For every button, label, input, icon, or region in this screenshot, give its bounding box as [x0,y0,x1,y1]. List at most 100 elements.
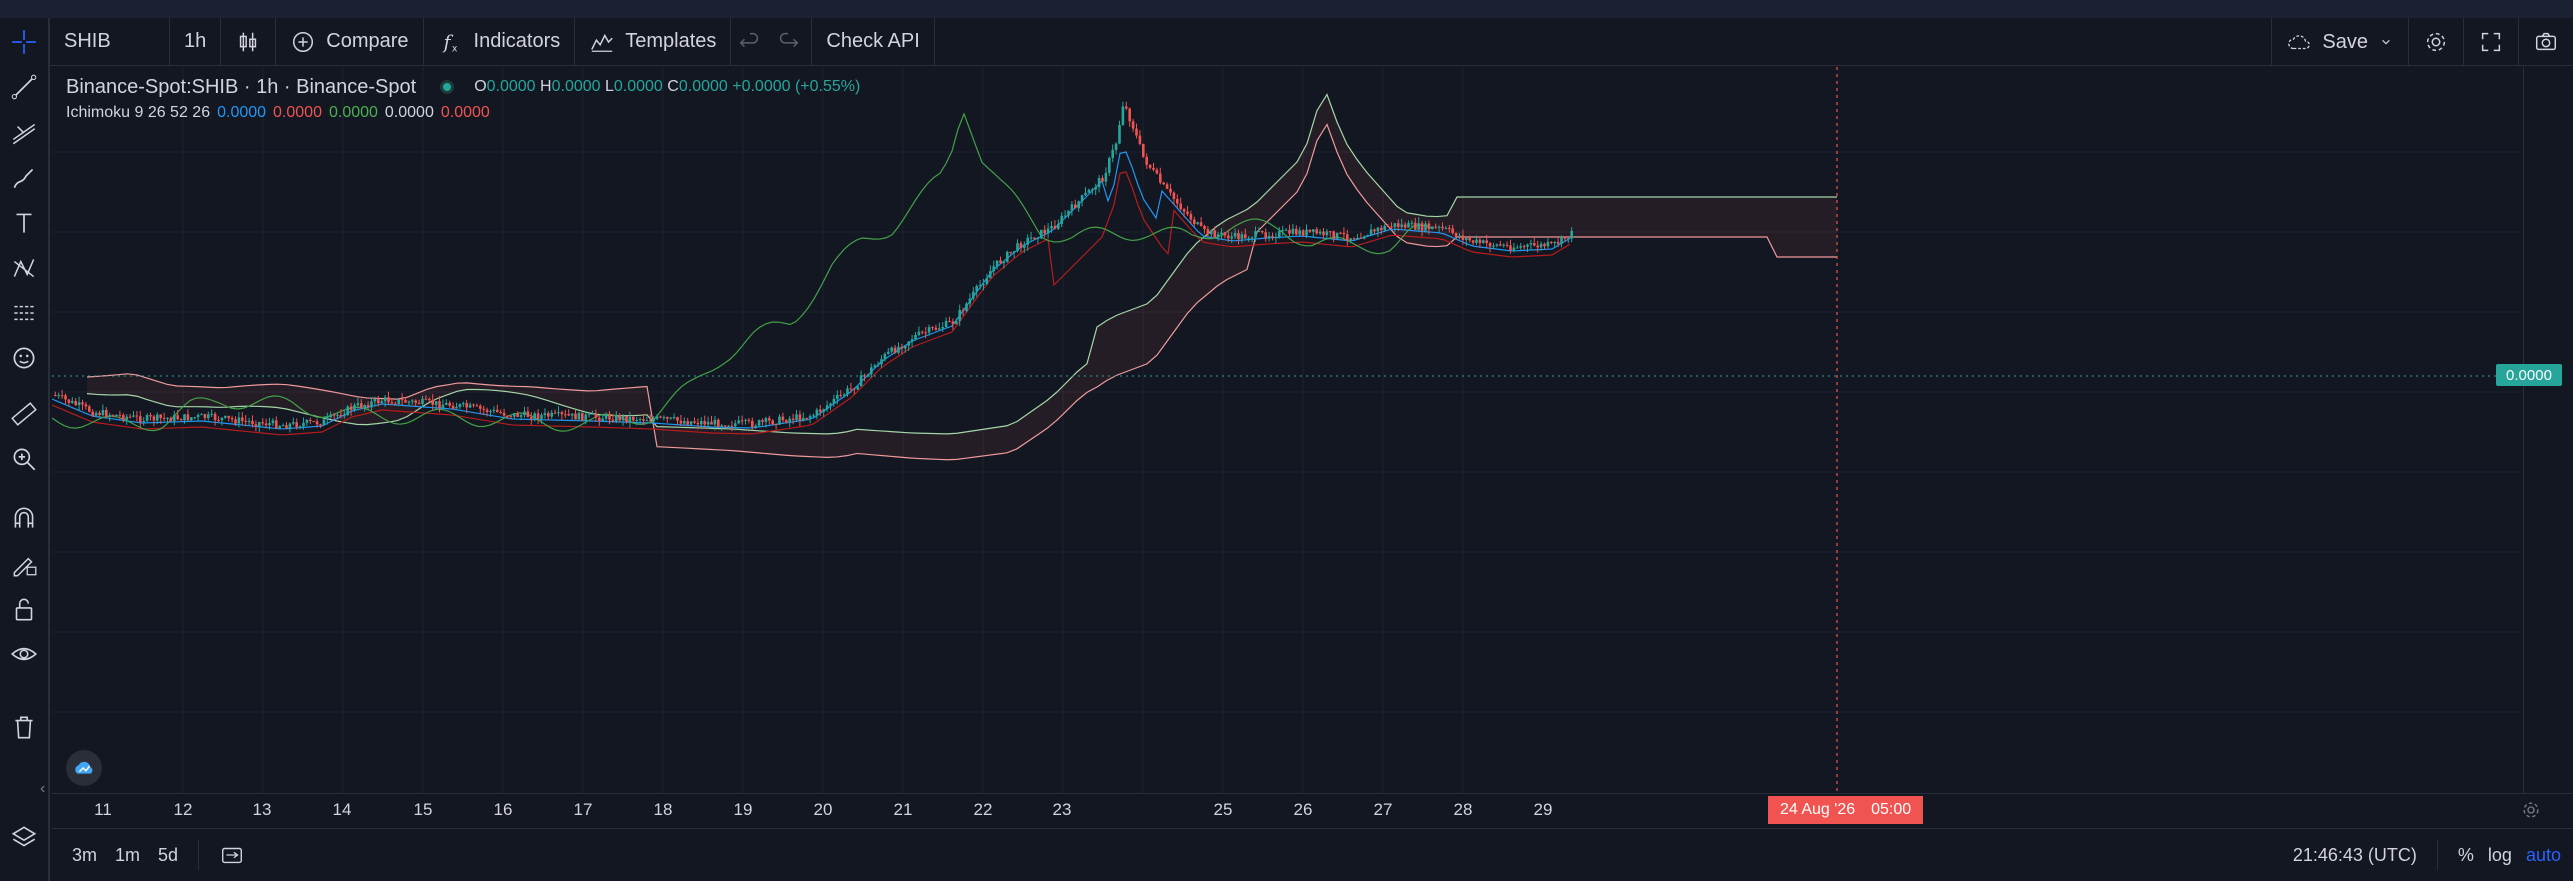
ruler-tool[interactable] [5,395,43,433]
candle-body [183,414,186,421]
candle-body [965,303,968,312]
candle-body [1563,236,1567,239]
price-chart[interactable] [52,67,2522,793]
collapse-panel-arrow[interactable]: ‹ [40,780,46,797]
candle-body [105,409,108,417]
goto-date-button[interactable] [219,842,245,868]
candle-body [832,398,836,404]
candle-body [1278,230,1281,238]
candle-body [356,403,360,405]
undo-button[interactable] [731,18,769,66]
candle-body [1142,143,1145,157]
lock-drawing-tool[interactable] [5,545,43,583]
interval-button[interactable]: 1h [170,17,222,66]
candle-body [723,425,727,427]
candle-body [88,406,91,412]
object-tree-tool[interactable] [5,818,43,856]
log-toggle[interactable]: log [2487,844,2512,865]
compare-button[interactable]: Compare [276,17,424,66]
redo-button[interactable] [769,17,813,66]
candle-body [645,420,649,422]
candle-body [1002,261,1006,264]
clock[interactable]: 21:46:43 (UTC) [2292,844,2417,865]
magnet-tool[interactable] [5,500,43,538]
time-axis[interactable]: 11 12 13 14 15 16 17 18 19 20 21 22 23 25 26 27 28 29 24 … [52,793,2573,827]
check-api-button[interactable]: Check API [812,17,935,66]
candle-body [1376,227,1380,232]
crosshair-tool[interactable] [5,23,43,61]
candle-body [771,420,774,425]
screenshot-button[interactable] [2518,18,2573,66]
candle-body [849,388,853,390]
templates-button[interactable]: Templates [575,17,732,66]
candle-body [1407,223,1410,228]
fullscreen-button[interactable] [2463,18,2518,66]
candle-body [550,412,553,417]
pattern-tool[interactable] [5,249,43,287]
symbol-search[interactable]: SHIB [50,17,170,66]
candle-body [999,260,1002,264]
candle-body [468,404,472,408]
candle-body [509,415,513,417]
candle-body [421,398,424,404]
price-axis[interactable] [2523,67,2573,793]
candle-body [1295,228,1298,235]
time-tick: 16 [493,800,513,819]
auto-toggle[interactable]: auto [2525,844,2561,865]
candle-body [621,415,625,421]
candle-body [237,417,241,424]
camera-icon [2535,32,2557,51]
candle-body [366,405,370,408]
candle-body [1458,235,1461,237]
candle-body [383,397,387,402]
candle-body [1261,231,1264,233]
candle-body [125,416,128,420]
range-5d[interactable]: 5d [158,844,179,865]
brush-tool[interactable] [5,159,43,197]
candle-body [1036,238,1040,240]
candle-body [1332,231,1335,239]
cloud-icon [2288,35,2311,50]
text-tool[interactable] [5,204,43,242]
gear-icon [2523,802,2539,818]
candle-body [173,415,176,422]
candle-body [472,404,475,406]
compare-label: Compare [326,30,409,52]
range-3m[interactable]: 3m [72,844,98,865]
candle-body [482,408,485,410]
symbol-label: SHIB [64,30,111,52]
candle-body [1043,229,1046,234]
candle-body [1536,245,1539,248]
candle-body [754,425,757,428]
candle-body [570,413,574,416]
candle-body [1257,231,1261,233]
save-button[interactable]: Save [2271,18,2408,66]
indicator-name[interactable]: Ichimoku 9 26 52 26 [66,104,211,121]
remove-drawings-tool[interactable] [5,708,43,746]
candle-body [186,414,190,421]
settings-button[interactable] [2408,18,2463,66]
axis-settings-button[interactable] [2519,798,2543,827]
fib-icon [12,123,36,145]
percent-toggle[interactable]: % [2457,844,2474,865]
candle-body [1145,156,1148,165]
measure-tool[interactable] [5,294,43,332]
emoji-tool[interactable] [5,339,43,377]
pattern-icon [13,259,35,278]
chart-type-button[interactable] [221,17,277,66]
fib-tool[interactable] [5,114,43,152]
zoom-tool[interactable] [5,440,43,478]
candle-body [615,415,618,422]
hide-drawings-tool[interactable] [5,635,43,673]
candle-body [1097,178,1101,188]
candle-body [795,414,798,421]
range-1m[interactable]: 1m [115,844,141,865]
candle-body [1315,229,1318,234]
candle-body [1264,232,1267,239]
smiley-icon [13,347,35,369]
brand-logo[interactable] [66,750,102,786]
trendline-tool[interactable] [5,68,43,106]
candle-body [1488,243,1492,247]
lock-all-tool[interactable] [5,590,43,628]
